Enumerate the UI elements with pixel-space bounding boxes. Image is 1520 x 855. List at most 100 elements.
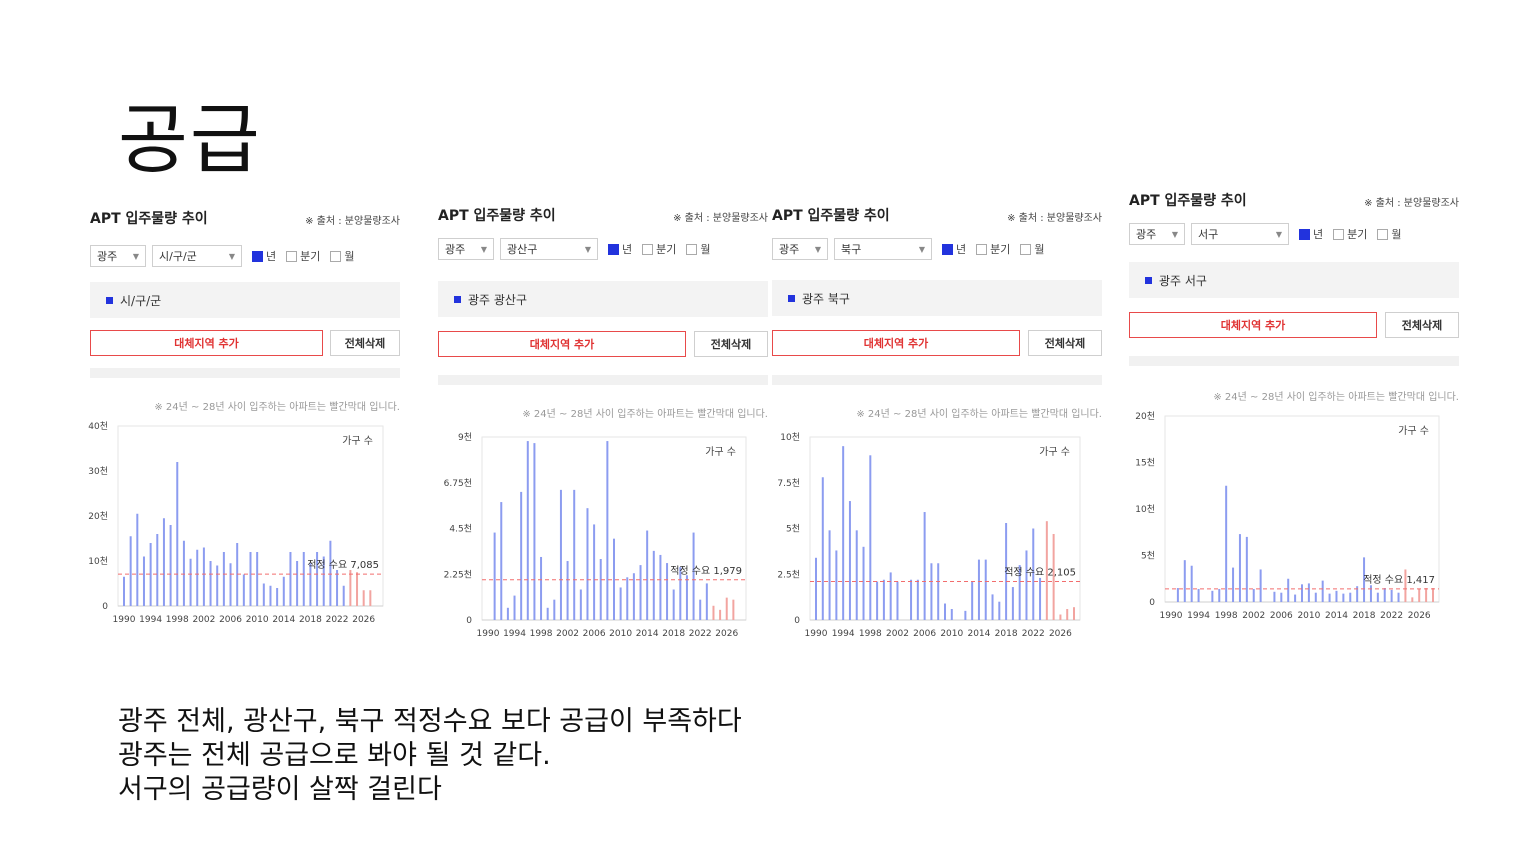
checkbox-empty-icon	[642, 243, 654, 255]
checkbox-empty-icon	[1377, 228, 1389, 240]
add-region-button[interactable]: 대체지역 추가	[772, 330, 1020, 356]
supply-bar	[666, 563, 669, 620]
year-checkbox-label: 년	[1313, 228, 1324, 241]
supply-bar	[573, 489, 576, 620]
future-supply-bar	[1432, 588, 1434, 602]
district-select[interactable]: 광산구 ▼	[500, 238, 598, 260]
add-region-button[interactable]: 대체지역 추가	[90, 330, 323, 356]
quarter-checkbox[interactable]: 분기	[642, 241, 676, 257]
month-checkbox[interactable]: 월	[1020, 241, 1045, 257]
district-select[interactable]: 시/구/군 ▼	[152, 245, 242, 267]
panel-title: APT 입주물량 추이	[1129, 193, 1247, 209]
panel-header: APT 입주물량 추이 ※ 출처 : 분양물량조사	[90, 208, 400, 236]
future-supply-bar	[362, 590, 365, 606]
supply-bar	[329, 540, 332, 606]
add-region-button[interactable]: 대체지역 추가	[1129, 312, 1377, 338]
district-select[interactable]: 북구 ▼	[834, 238, 932, 260]
delete-all-button[interactable]: 전체삭제	[694, 331, 768, 357]
x-tick-label: 1990	[113, 615, 136, 625]
future-supply-bar	[349, 570, 352, 606]
supply-bar	[540, 556, 543, 620]
supply-bar	[316, 552, 319, 606]
chart-panel-4: APT 입주물량 추이 ※ 출처 : 분양물량조사 광주 ▼ 서구 ▼ 년 분기…	[1129, 190, 1459, 622]
supply-bar	[828, 530, 831, 620]
supply-bar	[500, 502, 503, 620]
month-checkbox[interactable]: 월	[330, 248, 355, 264]
city-select[interactable]: 광주 ▼	[772, 238, 828, 260]
supply-bar	[322, 556, 325, 606]
month-checkbox[interactable]: 월	[1377, 226, 1402, 242]
legend-square-icon	[788, 294, 795, 302]
city-select-value: 광주	[1136, 228, 1157, 241]
city-select[interactable]: 광주 ▼	[438, 238, 494, 260]
conclusion-line-2: 광주는 전체 공급으로 봐야 될 것 같다.	[118, 740, 551, 771]
legend-label: 가구 수	[342, 435, 373, 447]
future-supply-bar	[712, 605, 715, 620]
chart-note: ※ 24년 ~ 28년 사이 입주하는 아파트는 빨간막대 입니다.	[154, 402, 400, 413]
chart-panel-1: APT 입주물량 추이 ※ 출처 : 분양물량조사 광주 ▼ 시/구/군 ▼ 년…	[88, 208, 400, 628]
x-tick-label: 1990	[1160, 611, 1183, 621]
chevron-down-icon: ▼	[480, 244, 487, 254]
future-supply-bar	[1411, 597, 1414, 602]
supply-bar	[679, 567, 682, 620]
quarter-checkbox-label: 분기	[1347, 228, 1368, 241]
x-tick-label: 1994	[1187, 611, 1210, 621]
supply-bar	[984, 559, 987, 620]
supply-bar	[1011, 587, 1014, 620]
supply-bar	[493, 532, 496, 620]
y-tick-label: 0	[1149, 598, 1155, 608]
supply-bar	[855, 530, 858, 620]
supply-bar	[1287, 578, 1290, 602]
delete-all-button[interactable]: 전체삭제	[1028, 330, 1102, 356]
year-checkbox[interactable]: 년	[942, 241, 966, 257]
selected-region-label: 시/구/군	[120, 293, 162, 308]
delete-all-button[interactable]: 전체삭제	[1385, 312, 1459, 338]
quarter-checkbox[interactable]: 분기	[1333, 226, 1367, 242]
delete-all-button[interactable]: 전체삭제	[330, 330, 400, 356]
y-tick-label: 7.5천	[777, 478, 800, 489]
x-tick-label: 1994	[832, 629, 855, 639]
supply-bar	[1342, 593, 1345, 602]
supply-bar	[1301, 584, 1303, 602]
supply-bar	[526, 441, 529, 620]
supply-bar	[342, 585, 345, 606]
year-checkbox[interactable]: 년	[608, 241, 632, 257]
supply-bar	[821, 477, 824, 620]
x-tick-label: 2010	[1297, 611, 1320, 621]
supply-bar	[882, 579, 885, 620]
add-region-button[interactable]: 대체지역 추가	[438, 331, 686, 357]
x-tick-label: 1998	[859, 629, 882, 639]
supply-bar	[1176, 588, 1179, 602]
x-tick-label: 1994	[139, 615, 162, 625]
supply-bar	[202, 547, 205, 606]
supply-bar	[1356, 586, 1359, 602]
x-tick-label: 2006	[219, 615, 242, 625]
legend-label: 가구 수	[1039, 446, 1070, 458]
y-tick-label: 0	[102, 602, 108, 612]
city-select[interactable]: 광주 ▼	[1129, 223, 1185, 245]
quarter-checkbox[interactable]: 분기	[976, 241, 1010, 257]
supply-bar	[1383, 588, 1386, 602]
divider-strip	[90, 368, 400, 378]
supply-bar	[302, 552, 305, 606]
month-checkbox[interactable]: 월	[686, 241, 711, 257]
supply-bar	[566, 561, 569, 620]
year-checkbox[interactable]: 년	[1299, 226, 1323, 242]
supply-bar	[1376, 592, 1379, 602]
legend-label: 가구 수	[1398, 425, 1429, 437]
panel-title: APT 입주물량 추이	[90, 211, 208, 227]
city-select[interactable]: 광주 ▼	[90, 245, 146, 267]
supply-bar	[169, 525, 172, 606]
divider-strip	[1129, 356, 1459, 366]
supply-bar	[1328, 593, 1331, 602]
quarter-checkbox[interactable]: 분기	[286, 248, 320, 264]
legend-label: 가구 수	[705, 446, 736, 458]
divider-strip	[438, 375, 768, 385]
district-select[interactable]: 서구 ▼	[1191, 223, 1289, 245]
future-supply-bar	[1418, 588, 1421, 602]
month-checkbox-label: 월	[1391, 228, 1402, 241]
future-supply-bar	[725, 597, 728, 620]
year-checkbox[interactable]: 년	[252, 248, 276, 264]
supply-bar	[930, 563, 933, 620]
future-supply-bar	[732, 599, 735, 620]
